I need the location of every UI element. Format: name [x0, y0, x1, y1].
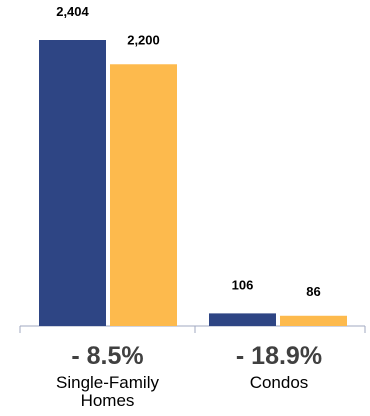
bar-condos-series-2 — [280, 315, 347, 326]
category-label: Condos — [250, 373, 309, 392]
data-label: 86 — [306, 284, 320, 299]
chart-marks — [39, 40, 347, 326]
bar-single-family-series-2 — [110, 64, 177, 326]
category-label: Homes — [81, 391, 135, 410]
change-percent-label: - 18.9% — [236, 342, 322, 370]
change-percent-label: - 8.5% — [71, 342, 143, 370]
bar-condos-series-1 — [209, 313, 276, 326]
data-label: 2,404 — [56, 4, 89, 19]
bar-single-family-series-1 — [39, 40, 106, 326]
data-label: 106 — [232, 277, 254, 292]
data-label: 2,200 — [127, 32, 160, 47]
category-label: Single-Family — [56, 373, 159, 392]
